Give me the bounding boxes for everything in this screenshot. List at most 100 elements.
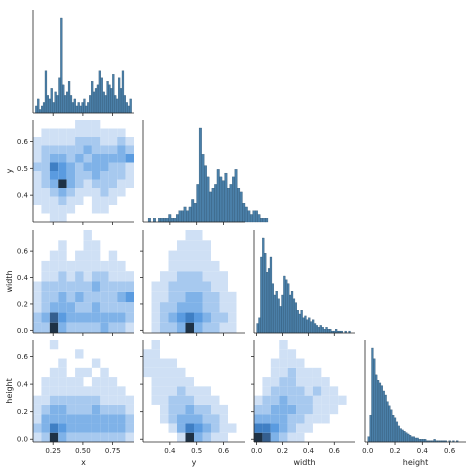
heatmap-cell-x-height	[83, 414, 92, 424]
hist-bar-x	[89, 95, 92, 114]
heatmap-cell-width-height	[287, 377, 297, 387]
hist-bar-height	[433, 439, 436, 443]
hist-bar-width	[306, 319, 309, 334]
heatmap-cell-x-y	[75, 196, 84, 205]
heatmap-cell-x-height	[49, 423, 59, 433]
heatmap-cell-x-width	[91, 260, 101, 272]
hist-bar-x	[56, 95, 59, 114]
heatmap-cell-x-y	[83, 162, 92, 171]
y-axis-label-y: y	[5, 168, 14, 173]
heatmap-cell-x-height	[108, 432, 118, 442]
heatmap-cell-y-width	[151, 281, 160, 292]
heatmap-cell-x-width	[108, 291, 118, 303]
hist-bar-height	[378, 382, 382, 443]
heatmap-cell-y-height	[168, 386, 177, 396]
heatmap-cell-x-y	[49, 137, 59, 146]
y-tick-label: 0.4	[17, 381, 29, 389]
heatmap-cell-x-height	[49, 432, 59, 442]
heatmap-cell-x-y	[125, 171, 134, 180]
hist-bar-width	[298, 313, 301, 334]
hist-bar-height	[397, 425, 400, 443]
hist-bar-y	[198, 127, 202, 223]
heatmap-cell-width-height	[254, 432, 263, 442]
hist-bar-x	[114, 95, 117, 114]
y-axis-label-height: height	[5, 378, 14, 404]
heatmap-cell-x-y	[66, 154, 76, 163]
heatmap-cell-x-y	[49, 179, 59, 188]
heatmap-cell-width-height	[329, 386, 339, 396]
hist-bar-width	[271, 283, 274, 334]
x-tick-label: 0.6	[218, 447, 230, 455]
hist-bar-y	[252, 210, 256, 223]
heatmap-cell-y-width	[211, 312, 220, 323]
heatmap-cell-x-height	[41, 432, 50, 442]
hist-bar-height	[380, 385, 383, 443]
heatmap-cell-x-height	[125, 404, 134, 415]
heatmap-cell-x-height	[58, 432, 67, 442]
heatmap-cell-y-width	[177, 260, 186, 272]
hist-bar-height	[410, 436, 414, 443]
heatmap-cell-width-height	[279, 377, 288, 387]
heatmap-cell-x-width	[83, 312, 92, 323]
heatmap-cell-x-height	[41, 395, 50, 405]
hist-bar-y	[242, 203, 246, 223]
heatmap-cell-x-y	[91, 205, 101, 214]
heatmap-cell-x-y	[33, 196, 42, 205]
heatmap-cell-y-width	[185, 271, 194, 282]
heatmap-cell-x-height	[58, 377, 67, 387]
heatmap-cell-y-height	[219, 432, 228, 442]
heatmap-cell-x-y	[91, 162, 101, 171]
hist-bar-y	[153, 218, 156, 223]
heatmap-cell-x-width	[100, 302, 109, 313]
heatmap-cell-x-height	[83, 432, 92, 442]
heatmap-cell-x-width	[41, 302, 50, 313]
heatmap-cell-y-height	[211, 414, 220, 424]
hist-bar-x	[119, 88, 123, 114]
heatmap-cell-x-height	[100, 386, 109, 396]
hist-bar-y	[221, 180, 225, 223]
heatmap-cell-x-width	[108, 281, 118, 292]
heatmap-cell-y-width	[168, 291, 177, 303]
hist-bar-y	[265, 218, 269, 223]
heatmap-cell-x-y	[91, 179, 101, 188]
heatmap-cell-y-width	[211, 302, 220, 313]
heatmap-cell-x-y	[91, 128, 101, 137]
heatmap-cell-x-height	[66, 432, 76, 442]
heatmap-cell-y-height	[160, 367, 169, 378]
heatmap-cell-x-y	[49, 205, 59, 214]
hist-bar-x	[127, 105, 130, 114]
heatmap-cell-x-height	[75, 395, 84, 405]
heatmap-cell-x-y	[66, 162, 76, 171]
heatmap-cell-x-width	[91, 291, 101, 303]
hist-bar-x	[98, 70, 101, 114]
hist-bar-width	[285, 279, 288, 334]
heatmap-cell-y-width	[219, 302, 228, 313]
heatmap-cell-x-y	[117, 137, 126, 146]
heatmap-cell-x-y	[100, 179, 109, 188]
heatmap-cell-x-y	[83, 154, 92, 163]
heatmap-cell-y-width	[151, 312, 160, 323]
hist-bar-x	[123, 95, 126, 114]
heatmap-cell-y-height	[177, 432, 186, 442]
heatmap-cell-x-height	[33, 432, 42, 442]
heatmap-cell-width-height	[296, 432, 305, 442]
hist-bar-y	[188, 206, 192, 223]
hist-bar-height	[407, 433, 410, 443]
hist-bar-y	[237, 188, 241, 223]
heatmap-cell-x-height	[83, 367, 92, 378]
heatmap-cell-y-height	[219, 404, 228, 415]
heatmap-cell-x-width	[75, 281, 84, 292]
heatmap-cell-x-width	[125, 322, 134, 333]
heatmap-cell-width-height	[279, 404, 288, 415]
heatmap-cell-x-width	[117, 291, 126, 303]
x-tick-label: 0.0	[362, 447, 373, 455]
heatmap-cell-x-width	[83, 291, 92, 303]
heatmap-cell-y-width	[160, 322, 169, 333]
heatmap-cell-x-width	[117, 302, 126, 313]
heatmap-cell-x-width	[66, 291, 76, 303]
hist-bar-y	[229, 184, 233, 223]
hist-bar-y	[206, 176, 210, 223]
hist-bar-height	[401, 429, 404, 443]
heatmap-cell-y-height	[177, 395, 186, 405]
heatmap-cell-x-width	[83, 240, 92, 251]
